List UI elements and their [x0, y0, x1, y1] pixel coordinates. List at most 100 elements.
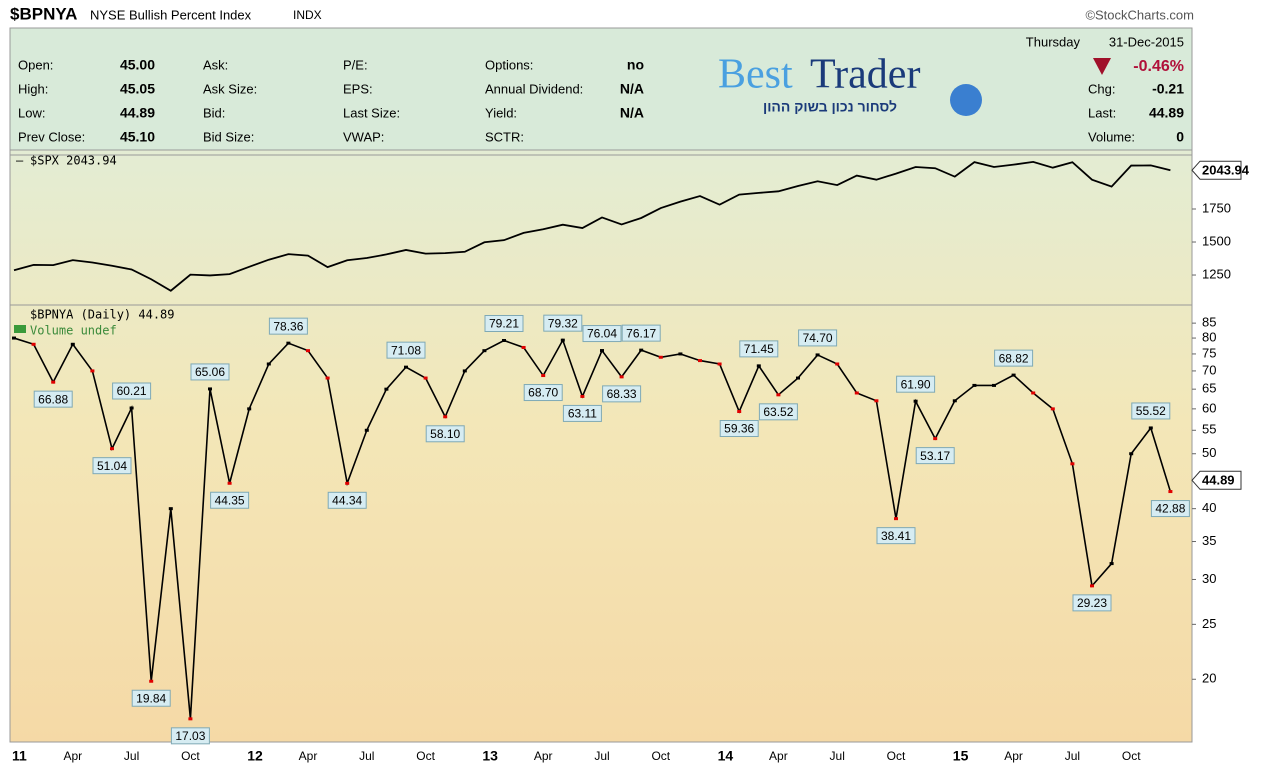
data-label-box	[210, 491, 250, 509]
field-label: Annual Dividend:	[485, 81, 583, 96]
series-line	[13, 160, 1171, 292]
data-label: 79.21	[489, 317, 519, 331]
point-marker	[364, 428, 369, 432]
volume-label: Volume undef	[30, 324, 117, 338]
data-label-box	[896, 375, 936, 393]
point-marker	[521, 345, 526, 349]
point-marker	[90, 369, 95, 373]
x-tick-label: Oct	[181, 749, 200, 763]
x-tick-label: Jul	[1065, 749, 1080, 763]
data-label: 44.35	[215, 493, 245, 507]
field-label: High:	[18, 81, 48, 96]
y-tick-label: 60	[1202, 400, 1216, 415]
data-label: 61.90	[901, 377, 931, 391]
x-tick-label: Jul	[830, 749, 845, 763]
point-marker	[12, 336, 16, 340]
point-marker	[796, 376, 800, 380]
data-label-box	[112, 382, 152, 400]
x-tick-label: 13	[482, 748, 498, 764]
point-marker	[933, 437, 938, 441]
data-label-box	[268, 317, 308, 335]
data-label-box	[719, 420, 759, 438]
x-tick-label: 14	[718, 748, 734, 764]
point-marker	[325, 376, 330, 380]
point-marker	[874, 399, 879, 403]
x-tick-label: Apr	[63, 749, 82, 763]
logo-tagline: לסחור נכון בשוק ההון	[763, 99, 897, 115]
point-marker	[482, 349, 487, 353]
field-label: Open:	[18, 57, 53, 72]
data-label: 63.11	[568, 407, 597, 421]
point-marker	[658, 355, 663, 359]
point-marker	[972, 383, 977, 387]
point-marker	[188, 717, 193, 721]
field-label: Chg:	[1088, 81, 1115, 96]
point-marker	[51, 380, 56, 384]
point-marker	[149, 679, 154, 683]
x-tick-label: Jul	[124, 749, 139, 763]
data-label: 68.82	[999, 351, 1029, 365]
value-tag	[1191, 160, 1242, 180]
x-tick-label: Apr	[769, 749, 788, 763]
field-label: Last:	[1088, 105, 1116, 120]
info-box	[9, 27, 1193, 151]
data-label: 71.08	[391, 343, 421, 357]
data-label-box	[327, 491, 367, 509]
volume-icon	[14, 325, 26, 333]
symbol: $BPNYA	[10, 4, 77, 23]
series-line	[13, 337, 1172, 719]
field-value: 45.00	[120, 57, 155, 73]
weekday: Thursday	[1026, 34, 1081, 49]
exchange: INDX	[293, 8, 322, 22]
y-tick-label: 85	[1202, 315, 1216, 330]
data-label-box	[798, 329, 838, 347]
field-label: Bid Size:	[203, 129, 254, 144]
data-label: 66.88	[38, 392, 68, 406]
data-label-box	[876, 527, 916, 545]
data-label-box	[994, 349, 1034, 367]
y-tick-label: 55	[1202, 422, 1216, 437]
data-label-box	[484, 315, 524, 333]
data-label: 71.45	[744, 342, 774, 356]
x-tick-label: Apr	[534, 749, 553, 763]
point-marker	[345, 481, 350, 485]
point-marker	[306, 349, 310, 353]
y-tick-label: 40	[1202, 500, 1216, 515]
point-marker	[1090, 584, 1094, 588]
y-tick-label: 80	[1202, 329, 1216, 344]
field-value: 0	[1176, 129, 1184, 145]
point-marker	[462, 369, 467, 373]
x-tick-label: 12	[247, 748, 263, 764]
data-label-box	[33, 390, 73, 408]
data-label: 59.36	[724, 422, 754, 436]
field-label: Low:	[18, 105, 45, 120]
data-label: 53.17	[920, 449, 950, 463]
data-label: 44.34	[332, 493, 362, 507]
change-pct: -0.46%	[1133, 58, 1184, 75]
field-value: no	[627, 57, 644, 73]
data-label: 63.52	[763, 405, 793, 419]
point-marker	[698, 359, 702, 363]
data-label-box	[582, 325, 622, 343]
data-label-box	[562, 404, 602, 422]
logo-part1: Best	[718, 52, 793, 98]
data-label-box	[1072, 594, 1112, 612]
point-marker	[1031, 391, 1036, 395]
legend: —	[16, 154, 24, 168]
point-marker	[1070, 462, 1075, 466]
data-label-box	[131, 689, 171, 707]
value-tag-label: 2043.94	[1202, 163, 1250, 178]
field-value: N/A	[620, 105, 644, 121]
data-label-box	[1131, 402, 1171, 420]
field-label: Prev Close:	[18, 129, 85, 144]
point-marker	[1168, 490, 1173, 494]
point-marker	[619, 375, 624, 379]
data-label: 79.32	[548, 316, 578, 330]
legend: $BPNYA (Daily) 44.89	[30, 308, 175, 322]
data-label: 17.03	[175, 729, 205, 743]
point-marker	[423, 376, 428, 380]
logo-globe	[950, 84, 982, 116]
data-label: 42.88	[1155, 502, 1185, 516]
y-tick-label: 35	[1202, 533, 1216, 548]
x-tick-label: 15	[953, 748, 969, 764]
